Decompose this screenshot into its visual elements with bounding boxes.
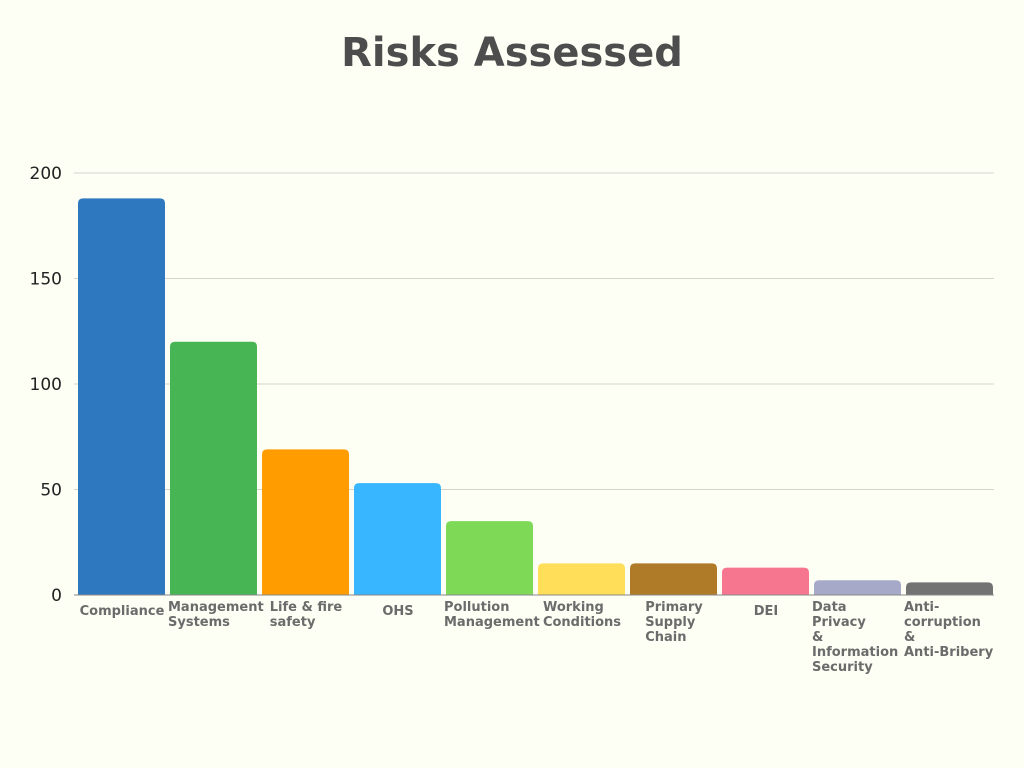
x-tick-label-text: DEI	[753, 604, 779, 619]
x-tick-label-text: Pollution Management	[444, 600, 540, 630]
x-tick-label: Compliance	[76, 600, 168, 619]
y-tick-label: 150	[30, 270, 62, 290]
x-tick-label: Working Conditions	[536, 600, 628, 630]
x-tick-label-text: Working Conditions	[542, 600, 622, 630]
chart-title: Risks Assessed	[341, 30, 683, 76]
x-tick-label-text: Anti-corruption & Anti-Bribery	[904, 600, 994, 660]
x-tick-label-text: OHS	[382, 604, 414, 619]
bar-5	[538, 563, 625, 595]
bar-4	[446, 521, 533, 595]
x-tick-label: Data Privacy & Information Security	[812, 600, 904, 675]
bar-0	[78, 198, 165, 595]
x-tick-label-text: Management Systems	[168, 600, 264, 630]
x-tick-label: Anti-corruption & Anti-Bribery	[904, 600, 996, 660]
x-tick-label: Management Systems	[168, 600, 264, 630]
x-tick-label-text: Data Privacy & Information Security	[812, 600, 899, 675]
x-tick-label: OHS	[352, 600, 444, 619]
bar-3	[354, 483, 441, 595]
bar-6	[630, 563, 717, 595]
x-tick-label: Pollution Management	[444, 600, 540, 630]
y-tick-label: 50	[40, 481, 62, 501]
x-tick-label-text: Life & fire safety	[269, 600, 343, 630]
x-tick-label: Life & fire safety	[260, 600, 352, 630]
x-tick-label: Primary Supply Chain	[628, 600, 720, 645]
y-tick-label: 100	[30, 375, 62, 395]
x-tick-label: DEI	[720, 600, 812, 619]
bar-1	[170, 341, 257, 595]
bar-7	[722, 567, 809, 595]
bar-8	[814, 580, 901, 595]
y-tick-label: 0	[51, 586, 62, 606]
bar-9	[906, 582, 993, 595]
y-tick-label: 200	[30, 164, 62, 184]
bar-2	[262, 449, 349, 595]
x-tick-label-text: Compliance	[79, 604, 165, 619]
x-tick-label-text: Primary Supply Chain	[645, 600, 703, 645]
